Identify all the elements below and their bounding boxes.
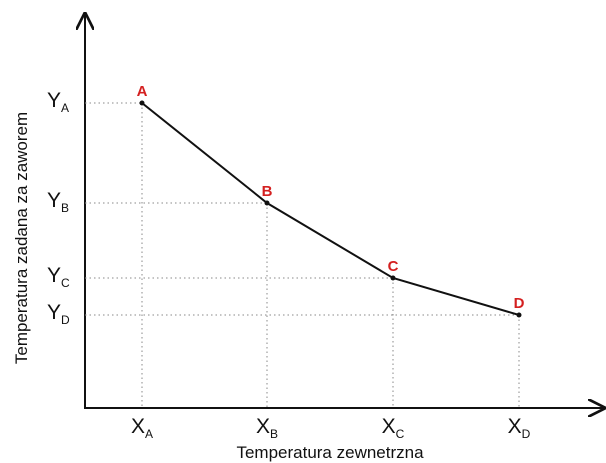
- point-label: C: [388, 258, 399, 275]
- y-tick-label-sub: C: [61, 276, 70, 290]
- point-label: D: [514, 295, 525, 312]
- x-tick-label: XC: [382, 415, 405, 441]
- y-axis-title: Temperatura zadana za zaworem: [12, 112, 31, 364]
- y-tick-label-sub: D: [61, 313, 70, 327]
- y-tick-label: YA: [47, 89, 69, 115]
- x-tick-label-sub: A: [145, 427, 153, 441]
- x-tick-label-main: X: [256, 415, 270, 438]
- y-tick-label-main: Y: [47, 264, 61, 287]
- point: [516, 312, 522, 318]
- y-tick-label-main: Y: [47, 301, 61, 324]
- x-tick-label-sub: D: [522, 427, 531, 441]
- point-label: A: [137, 83, 148, 100]
- point-label: B: [262, 183, 273, 200]
- x-axis-title: Temperatura zewnetrzna: [236, 443, 424, 462]
- point: [390, 275, 396, 281]
- x-tick-label-sub: C: [396, 427, 405, 441]
- point: [139, 100, 145, 106]
- y-tick-label-main: Y: [47, 89, 61, 112]
- y-tick-label-sub: B: [61, 201, 69, 215]
- y-tick-label-main: Y: [47, 189, 61, 212]
- x-tick-label-main: X: [131, 415, 145, 438]
- x-tick-label-main: X: [382, 415, 396, 438]
- x-tick-label-sub: B: [270, 427, 278, 441]
- x-tick-label: XD: [508, 415, 531, 441]
- point: [264, 200, 270, 206]
- y-tick-label: YC: [47, 264, 70, 290]
- x-tick-label-main: X: [508, 415, 522, 438]
- y-tick-label-sub: A: [61, 101, 69, 115]
- curve: [141, 102, 520, 316]
- x-tick-label: XA: [131, 415, 153, 441]
- y-tick-label: YB: [47, 189, 69, 215]
- x-tick-label: XB: [256, 415, 278, 441]
- y-tick-label: YD: [47, 301, 70, 327]
